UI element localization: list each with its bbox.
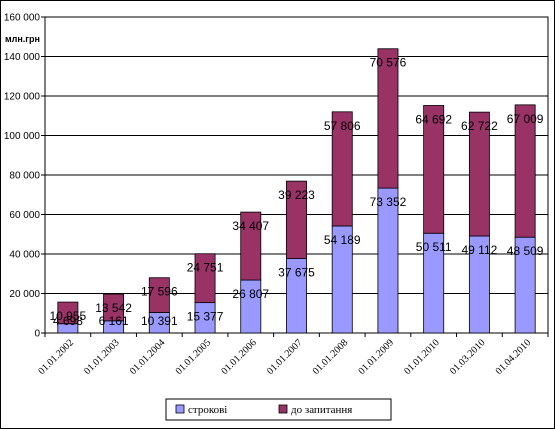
- bar-segment-do-zapytannia: [240, 211, 262, 281]
- data-label-strokovi: 54 189: [324, 233, 361, 247]
- data-label-do-zapytannia: 17 596: [141, 285, 178, 299]
- data-label-do-zapytannia: 70 576: [370, 56, 407, 70]
- bar-segment-do-zapytannia: [57, 301, 79, 325]
- bar-segment-do-zapytannia: [286, 180, 307, 259]
- legend-swatch-do-zapytannia: [278, 404, 288, 414]
- data-label-strokovi: 10 391: [141, 314, 178, 328]
- y-tick-label: 40 000: [9, 250, 40, 261]
- bar-segment-do-zapytannia: [514, 104, 536, 238]
- data-label-strokovi: 50 511: [416, 240, 452, 254]
- x-tick-label: 01.01.2009: [356, 337, 396, 377]
- x-tick-label: 01.01.2002: [36, 337, 76, 377]
- data-label-do-zapytannia: 34 407: [232, 219, 269, 233]
- legend-label-do-zapytannia: до запитання: [291, 404, 352, 416]
- legend-label-strokovi: строкові: [188, 404, 227, 416]
- bar-segment-do-zapytannia: [103, 293, 125, 322]
- x-tick-label: 01.03.2010: [448, 337, 488, 377]
- y-tick-label: 0: [34, 329, 40, 340]
- x-tick-label: 01.04.2010: [494, 337, 534, 377]
- y-axis-ticks: 0 20 000 40 000 60 000 80 000 100 000 120 000 1…: [4, 13, 45, 340]
- y-tick-label: 120 000: [4, 92, 41, 103]
- x-tick-label: 01.01.2008: [311, 337, 351, 377]
- data-label-strokovi: 6 161: [99, 314, 129, 328]
- legend: строкові до запитання: [165, 398, 392, 421]
- data-label-strokovi: 49 112: [462, 243, 498, 257]
- y-tick-label: 100 000: [4, 131, 41, 142]
- bar-segment-do-zapytannia: [331, 111, 353, 227]
- bar-segment-do-zapytannia: [148, 277, 170, 313]
- y-tick-label: 80 000: [9, 171, 40, 182]
- data-label-do-zapytannia: 64 692: [415, 112, 452, 126]
- x-tick-label: 01.01.2004: [128, 337, 168, 377]
- y-tick-label: 160 000: [4, 13, 41, 24]
- x-tick-label: 01.01.2005: [174, 337, 214, 377]
- x-tick-label: 01.01.2006: [219, 337, 259, 377]
- x-tick-label: 01.01.2003: [82, 337, 122, 377]
- data-label-do-zapytannia: 24 751: [187, 261, 224, 275]
- legend-swatch-strokovi: [175, 404, 185, 414]
- y-tick-label: 60 000: [9, 210, 40, 221]
- bars: [57, 48, 536, 334]
- data-label-strokovi: 26 807: [232, 287, 269, 301]
- data-label-do-zapytannia: 39 223: [278, 188, 315, 202]
- data-label-strokovi: 48 509: [507, 244, 544, 258]
- y-unit-label: млн.грн: [5, 34, 40, 44]
- data-label-do-zapytannia: 62 722: [461, 119, 498, 133]
- x-axis-ticks: 01.01.2002 01.01.2003 01.01.2004 01.01.2005…: [36, 333, 549, 377]
- y-tick-label: 140 000: [4, 52, 41, 63]
- x-tick-label: 01.01.2010: [402, 337, 442, 377]
- data-label-strokovi: 73 352: [370, 195, 407, 209]
- bar-segment-do-zapytannia: [377, 48, 399, 189]
- legend-box: [165, 398, 392, 421]
- data-label-do-zapytannia: 57 806: [324, 119, 361, 133]
- data-label-strokovi: 4 698: [53, 314, 83, 328]
- data-label-do-zapytannia: 67 009: [507, 112, 544, 126]
- y-tick-label: 20 000: [9, 289, 40, 300]
- data-label-do-zapytannia: 10 955: [50, 309, 87, 323]
- bar-segment-do-zapytannia: [194, 253, 216, 304]
- bar-segment-do-zapytannia: [423, 105, 445, 234]
- data-label-strokovi: 15 377: [187, 310, 224, 324]
- bar-segment-do-zapytannia: [468, 111, 490, 237]
- x-tick-label: 01.01.2007: [265, 337, 305, 377]
- bar-segment-strokovi: [377, 187, 399, 334]
- data-label-strokovi: 37 675: [278, 266, 315, 280]
- data-label-do-zapytannia: 13 542: [95, 301, 132, 315]
